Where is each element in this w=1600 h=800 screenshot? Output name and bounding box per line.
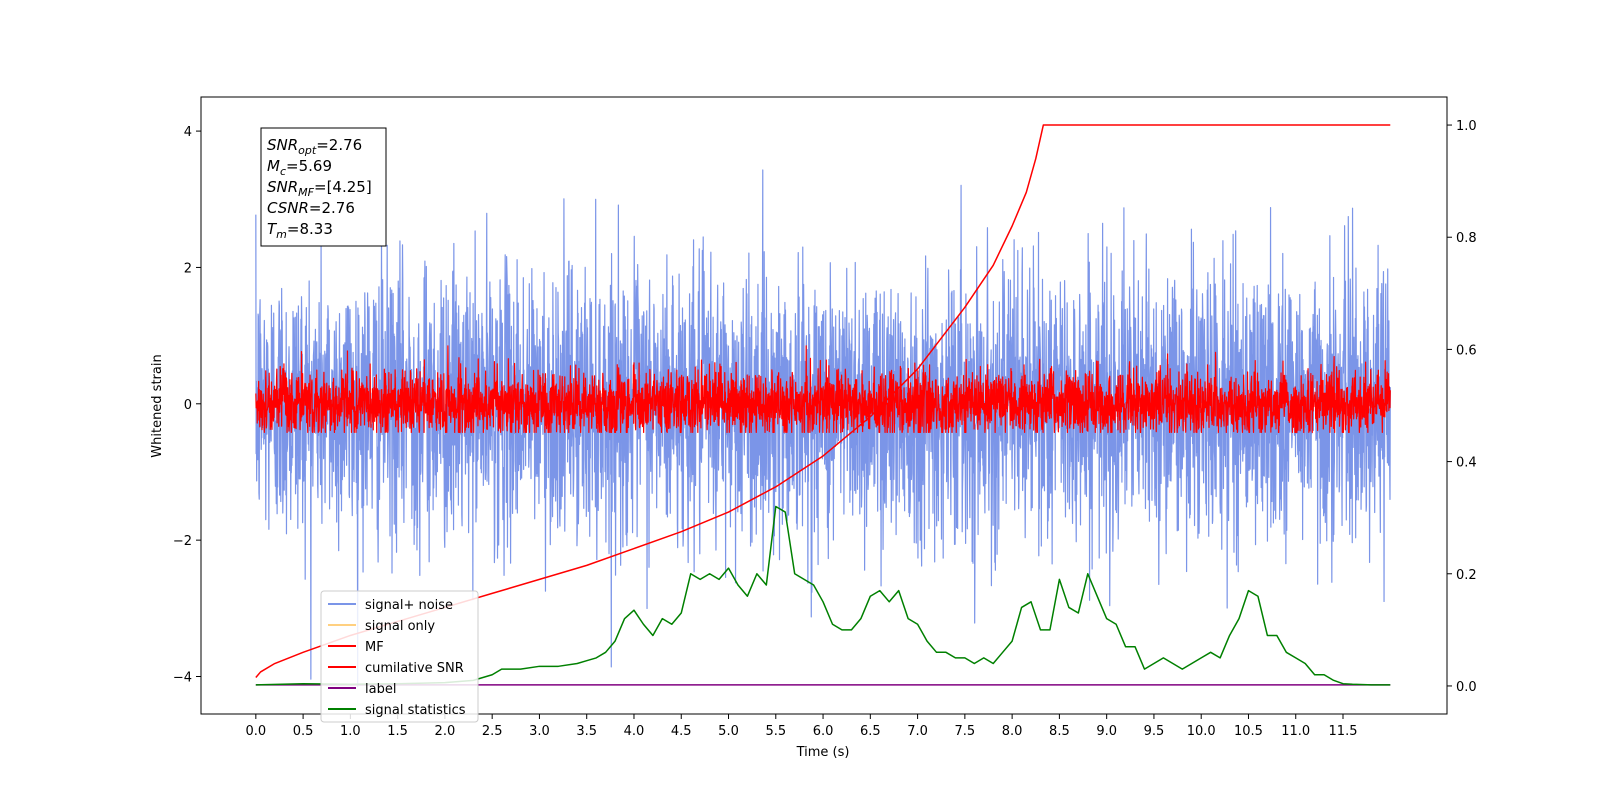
legend-label-mf: MF bbox=[365, 640, 384, 655]
info-sub: opt bbox=[298, 144, 317, 157]
y2-tick-label: 1.0 bbox=[1456, 119, 1477, 134]
y-tick-label: 4 bbox=[184, 125, 192, 140]
y2-tick-label: 0.0 bbox=[1456, 680, 1477, 695]
info-box-frame bbox=[260, 127, 387, 247]
series-line-mf bbox=[255, 345, 1391, 434]
info-name: CSNR bbox=[267, 199, 309, 217]
info-line: SNRopt=2.76 bbox=[267, 136, 362, 157]
y-tick-label: 0 bbox=[184, 398, 192, 413]
series-line-signal-noise bbox=[255, 169, 1391, 688]
x-tick-label: 9.0 bbox=[1096, 724, 1117, 739]
legend-label-signal-only: signal only bbox=[365, 619, 435, 634]
x-tick-label: 1.0 bbox=[340, 724, 361, 739]
y-tick-label: −4 bbox=[173, 671, 192, 686]
x-tick-label: 10.5 bbox=[1234, 724, 1263, 739]
y2-tick-label: 0.4 bbox=[1456, 456, 1477, 471]
x-tick-label: 11.5 bbox=[1329, 724, 1358, 739]
x-tick-label: 7.5 bbox=[955, 724, 976, 739]
info-value: =2.76 bbox=[309, 199, 355, 217]
x-tick-label: 0.5 bbox=[293, 724, 314, 739]
info-line: SNRMF=[4.25] bbox=[267, 178, 372, 199]
x-tick-label: 9.5 bbox=[1144, 724, 1165, 739]
x-tick-label: 8.5 bbox=[1049, 724, 1070, 739]
x-tick-label: 4.5 bbox=[671, 724, 692, 739]
x-tick-label: 0.0 bbox=[245, 724, 266, 739]
legend-label-signal-noise: signal+ noise bbox=[365, 598, 453, 613]
info-value: =[4.25] bbox=[314, 178, 372, 196]
x-tick-label: 11.0 bbox=[1281, 724, 1310, 739]
legend-label-label: label bbox=[365, 682, 396, 697]
x-tick-label: 1.5 bbox=[387, 724, 408, 739]
y-axis-right: 1.0 0.8 0.6 0.4 0.2 0.0 bbox=[1447, 119, 1477, 695]
x-axis: 0.0 0.5 1.0 1.5 2.0 2.5 3.0 3.5 4.0 4.5 5.0 5.5 6.0 6… bbox=[245, 714, 1357, 739]
legend-frame bbox=[320, 590, 479, 723]
x-tick-label: 3.0 bbox=[529, 724, 550, 739]
y2-tick-label: 0.8 bbox=[1456, 231, 1477, 246]
info-name: T bbox=[267, 220, 278, 238]
legend-label-cumilative-snr: cumilative SNR bbox=[365, 661, 464, 676]
info-name: SNR bbox=[267, 178, 298, 196]
series-line-signal-statistics bbox=[255, 505, 1391, 686]
x-tick-label: 4.0 bbox=[624, 724, 645, 739]
x-tick-label: 3.5 bbox=[576, 724, 597, 739]
info-sub: c bbox=[280, 165, 286, 178]
info-line: Mc=5.69 bbox=[267, 157, 332, 178]
x-tick-label: 6.0 bbox=[813, 724, 834, 739]
info-line: Tm=8.33 bbox=[267, 220, 333, 241]
y-tick-label: 2 bbox=[184, 261, 192, 276]
x-tick-label: 7.0 bbox=[907, 724, 928, 739]
y2-tick-label: 0.6 bbox=[1456, 343, 1477, 358]
y-tick-label: −2 bbox=[173, 534, 192, 549]
legend-label-signal-statistics: signal statistics bbox=[365, 703, 466, 718]
x-tick-label: 2.5 bbox=[482, 724, 503, 739]
x-tick-label: 5.0 bbox=[718, 724, 739, 739]
info-value: =8.33 bbox=[287, 220, 333, 238]
info-line: CSNR=2.76 bbox=[267, 199, 355, 217]
info-value: =5.69 bbox=[286, 157, 332, 175]
legend: signal+ noise signal only MF cumilative SNR… bbox=[320, 590, 479, 723]
x-tick-label: 2.0 bbox=[435, 724, 456, 739]
y-axis-label: Whitened strain bbox=[150, 354, 165, 457]
info-sub: MF bbox=[298, 186, 314, 199]
info-sub: m bbox=[276, 228, 287, 241]
x-tick-label: 5.5 bbox=[765, 724, 786, 739]
plot-frame bbox=[200, 96, 1448, 715]
y-axis-left: 4 2 0 −2 −4 bbox=[173, 125, 201, 686]
x-tick-label: 10.0 bbox=[1187, 724, 1216, 739]
x-tick-label: 8.0 bbox=[1002, 724, 1023, 739]
info-box: SNRopt=2.76Mc=5.69SNRMF=[4.25]CSNR=2.76T… bbox=[260, 127, 387, 247]
info-name: SNR bbox=[267, 136, 298, 154]
x-axis-label: Time (s) bbox=[796, 745, 850, 760]
info-name: M bbox=[267, 157, 280, 175]
y2-tick-label: 0.2 bbox=[1456, 568, 1477, 583]
info-value: =2.76 bbox=[316, 136, 362, 154]
x-tick-label: 6.5 bbox=[860, 724, 881, 739]
